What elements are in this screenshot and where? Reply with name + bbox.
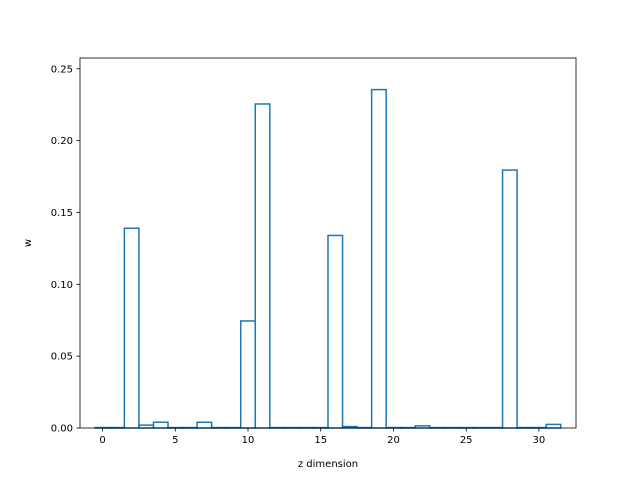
x-axis-ticks: 0 5 10 15 20 25 30: [99, 428, 545, 446]
y-axis-label: w: [23, 239, 34, 247]
y-tick-label: 0.15: [51, 208, 73, 219]
axes-frame: [79, 57, 577, 429]
x-tick-label: 15: [314, 435, 327, 446]
x-tick-label: 0: [99, 435, 105, 446]
x-tick-label: 5: [172, 435, 178, 446]
x-tick-label: 25: [460, 435, 473, 446]
x-tick-label: 10: [242, 435, 255, 446]
x-tick-label: 30: [533, 435, 546, 446]
y-tick-label: 0.00: [51, 424, 73, 435]
y-tick-label: 0.20: [51, 136, 73, 147]
y-tick-label: 0.25: [51, 64, 73, 75]
x-tick-label: 20: [387, 435, 400, 446]
x-axis-label: z dimension: [298, 459, 358, 470]
y-axis-ticks: 0.00 0.05 0.10 0.15 0.20 0.25: [51, 64, 80, 435]
y-tick-label: 0.10: [51, 280, 73, 291]
y-tick-label: 0.05: [51, 352, 73, 363]
